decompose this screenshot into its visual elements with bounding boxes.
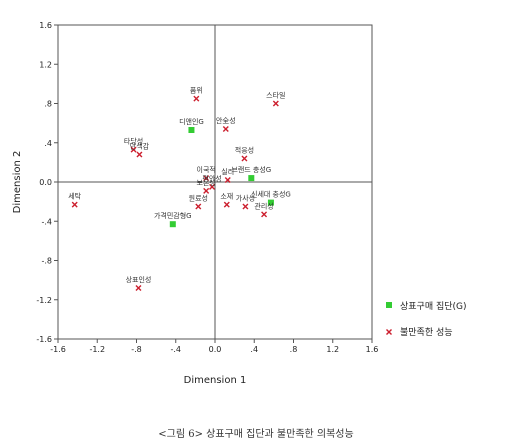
performance-point: [222, 126, 229, 133]
legend-label-performance: 불만족한 성능: [400, 327, 453, 338]
group-point: [267, 199, 274, 206]
performance-point: [203, 175, 210, 182]
x-tick-label: 0.0: [209, 345, 222, 354]
y-tick-label: .4: [44, 139, 52, 148]
performance-point: [71, 201, 78, 208]
x-tick-label: 1.2: [326, 345, 339, 354]
point-label: 가사성: [236, 194, 255, 203]
point-label: 가격민감형G: [154, 211, 192, 220]
performance-point: [223, 201, 230, 208]
x-tick-label: .4: [250, 345, 258, 354]
x-tick-label: -.4: [170, 345, 181, 354]
performance-point: [136, 151, 143, 158]
point-label: 안全성: [216, 116, 236, 125]
performance-point: [242, 203, 249, 210]
x-tick-label: -1.2: [89, 345, 105, 354]
y-axis-title: Dimension 2: [12, 151, 23, 214]
legend-cross-marker: [386, 329, 392, 335]
point-label: 이국적: [197, 165, 216, 174]
performance-point: [224, 177, 231, 184]
chart-svg: -1.6 -1.2 -.8 -.4 0.0 .4 .8 1.2 1.6 1.6 1.2 .8 .4 0.0…: [12, 21, 467, 386]
x-tick-label: -.8: [131, 345, 142, 354]
point-label: 상표인성: [126, 275, 152, 284]
point-label: 적응성: [235, 145, 254, 154]
performance-point: [130, 146, 137, 153]
group-point: [169, 221, 176, 228]
x-tick-label: -1.6: [50, 345, 66, 354]
point-label: 편안성: [202, 174, 221, 183]
x-tick-label: .8: [290, 345, 298, 354]
legend-label-group: 상표구매 집단(G): [400, 300, 467, 312]
performance-point: [203, 187, 210, 194]
point-label: 타당성: [124, 137, 143, 146]
point-label: 보온성: [197, 178, 216, 187]
performance-point: [193, 95, 200, 102]
y-tick-label: -1.6: [36, 335, 52, 344]
point-label: 디앤인G: [179, 117, 204, 126]
x-tick-label: 1.6: [366, 345, 379, 354]
legend-square-marker: [386, 302, 392, 308]
y-tick-label: 1.2: [39, 60, 52, 69]
performance-point: [241, 155, 248, 162]
performance-point: [195, 203, 202, 210]
y-tick-label: 0.0: [39, 178, 52, 187]
y-tick-label: -.8: [41, 257, 52, 266]
performance-point: [135, 284, 142, 291]
point-label: 브랜드 충성G: [231, 165, 271, 174]
point-label: 신세대 충성G: [251, 190, 291, 199]
point-label: 실리: [221, 167, 234, 176]
point-label: 세탁: [68, 192, 81, 201]
figure-caption: <그림 6> 상표구매 집단과 불만족한 의복성능: [158, 429, 354, 440]
performance-point: [209, 183, 216, 190]
y-tick-label: 1.6: [39, 21, 52, 30]
legend: 상표구매 집단(G) 불만족한 성능: [386, 300, 467, 338]
point-label: 스타일: [266, 91, 285, 100]
point-label: 관리성: [254, 201, 273, 210]
point-label: 소재: [220, 193, 233, 201]
group-point: [248, 175, 255, 182]
group-point: [188, 126, 195, 133]
point-label: 원료성: [189, 194, 208, 203]
y-tick-label: -1.2: [36, 296, 52, 305]
performance-point: [272, 100, 279, 107]
x-axis-title: Dimension 1: [184, 375, 247, 386]
performance-point: [261, 211, 268, 218]
y-tick-label: .8: [44, 100, 52, 109]
point-label: 품위: [190, 87, 203, 95]
y-tick-label: -.4: [41, 217, 52, 226]
tick-group: -1.6 -1.2 -.8 -.4 0.0 .4 .8 1.2 1.6 1.6 1.2 .8 .4 0.0…: [36, 21, 378, 354]
point-label: 단색감: [130, 142, 150, 151]
